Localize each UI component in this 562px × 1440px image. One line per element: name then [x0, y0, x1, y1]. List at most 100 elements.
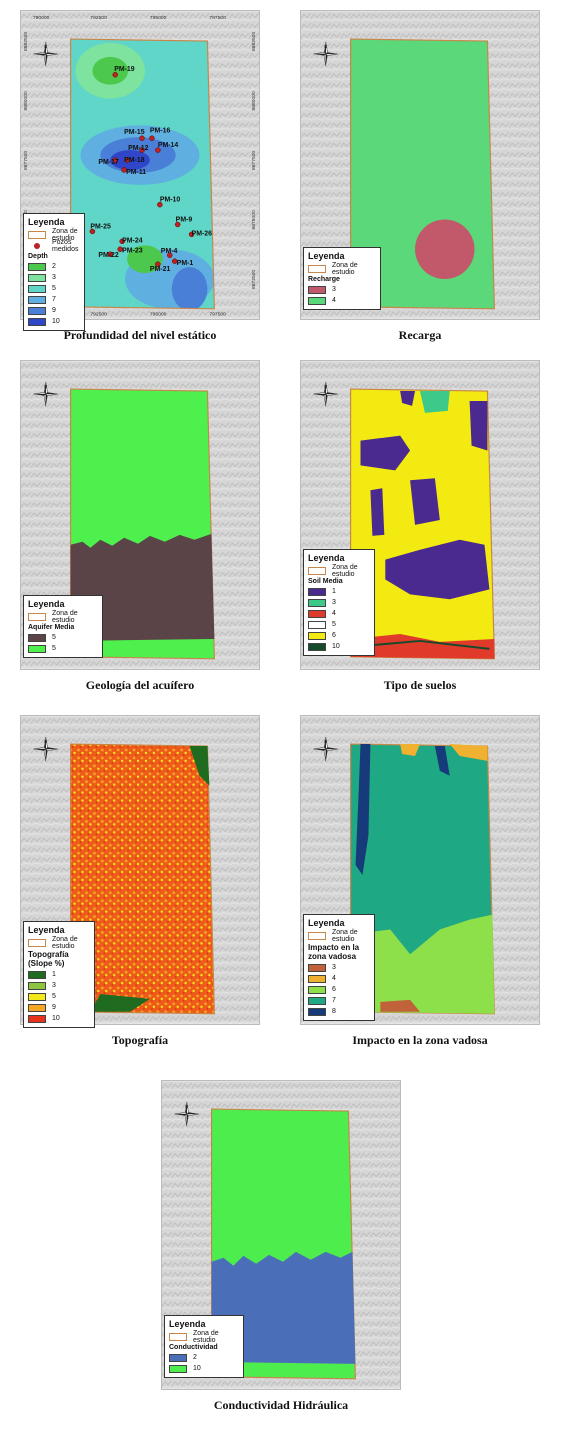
legend-title: Leyenda: [308, 918, 345, 928]
legend-item: 10: [308, 641, 370, 652]
legend-items: 1 3 5 9 10: [28, 969, 90, 1024]
legend-swatch: [28, 262, 46, 271]
legend-item-label: 5: [52, 285, 56, 292]
y-tick: 8872500: [251, 269, 257, 288]
legend-swatch: [308, 620, 326, 629]
legend-swatch: [308, 974, 326, 983]
zona-swatch: [308, 931, 326, 940]
legend-item-label: 2: [193, 1354, 197, 1361]
legend-item-label: 3: [332, 964, 336, 971]
map-legend: Leyenda Zona de estudio Conductividad 2 1…: [164, 1315, 244, 1378]
legend-zona-label: Zona de estudio: [52, 609, 78, 624]
panel-caption: Profundidad del nivel estático: [63, 328, 217, 342]
legend-item: 10: [28, 316, 80, 327]
well-label: PM-23: [122, 247, 143, 254]
legend-swatch: [308, 609, 326, 618]
legend-item-label: 7: [332, 997, 336, 1004]
map-legend: Leyenda Zona de estudio Impacto en la zo…: [303, 914, 375, 1021]
legend-item: 10: [28, 1013, 90, 1024]
legend-item-label: 1: [52, 971, 56, 978]
legend-item-label: 3: [52, 982, 56, 989]
legend-item-label: 4: [332, 975, 336, 982]
map-profundidad-svg: PM-19 PM-15 PM-16 PM-12 PM-14 PM-17 PM-1…: [21, 11, 259, 319]
legend-item-label: 6: [332, 632, 336, 639]
well-label: PM-4: [161, 248, 178, 255]
x-tick: 795000: [150, 15, 167, 21]
legend-item: 9: [28, 305, 80, 316]
legend-zona-label: Zona de estudio: [332, 261, 358, 276]
legend-item: 6: [308, 984, 370, 995]
legend-item: 2: [169, 1352, 239, 1363]
legend-title: Leyenda: [308, 553, 345, 563]
legend-swatch: [169, 1364, 187, 1373]
legend-zona-label: Zona de estudio: [193, 1329, 219, 1344]
legend-item: 5: [308, 619, 370, 630]
legend-item-label: 8: [332, 1008, 336, 1015]
legend-item-label: 10: [193, 1365, 201, 1372]
y-tick: 8880000: [251, 91, 257, 110]
well-label: PM-10: [160, 197, 181, 204]
legend-item: 5: [28, 991, 90, 1002]
map-conductividad: Leyenda Zona de estudio Conductividad 2 1…: [161, 1080, 401, 1390]
legend-items: 3 4 6 7 8: [308, 962, 370, 1017]
legend-swatch: [308, 296, 326, 305]
well-label: PM-24: [122, 237, 143, 244]
x-tick: 792500: [90, 312, 107, 318]
legend-swatch: [308, 1007, 326, 1016]
legend-item-label: 10: [52, 318, 60, 325]
legend-swatch: [308, 587, 326, 596]
well-label: PM-9: [176, 217, 193, 224]
legend-item-label: 10: [52, 1015, 60, 1022]
well-label: PM-14: [158, 142, 179, 149]
legend-title: Leyenda: [28, 599, 65, 609]
well-label: PM-18: [124, 157, 145, 164]
well-label: PM-22: [98, 252, 119, 259]
legend-swatch: [308, 963, 326, 972]
legend-row-zona: Zona de estudio: [28, 609, 98, 624]
legend-header: Soil Media: [308, 578, 343, 585]
legend-item: 2: [28, 261, 80, 272]
legend-header: Conductividad: [169, 1344, 218, 1351]
legend-swatch: [28, 981, 46, 990]
map-suelos: Leyenda Zona de estudio Soil Media 1 3 4 5 6…: [300, 360, 540, 670]
legend-row-pozos: Pozos medidos: [28, 238, 80, 253]
map-vadosa: Leyenda Zona de estudio Impacto en la zo…: [300, 715, 540, 1025]
legend-item-label: 9: [52, 1004, 56, 1011]
y-tick: 8877500: [23, 150, 29, 169]
well-label: PM-21: [150, 266, 171, 273]
legend-item: 1: [308, 586, 370, 597]
x-tick: 790000: [33, 15, 50, 21]
legend-swatch: [28, 284, 46, 293]
legend-item: 7: [28, 294, 80, 305]
zona-swatch: [169, 1332, 187, 1341]
legend-title: Leyenda: [28, 217, 65, 227]
legend-item-label: 3: [332, 286, 336, 293]
legend-swatch: [28, 317, 46, 326]
y-tick: 8882500: [251, 31, 257, 50]
legend-header: Topografía (Slope %): [28, 950, 69, 968]
legend-swatch: [28, 1014, 46, 1023]
map-topografia-svg: [21, 716, 259, 1024]
legend-item: 3: [308, 597, 370, 608]
panel-caption: Conductividad Hidráulica: [213, 1398, 349, 1412]
legend-item-label: 5: [52, 993, 56, 1000]
legend-swatch: [308, 996, 326, 1005]
legend-pozos-label: Pozos medidos: [52, 238, 79, 253]
panel-caption: Impacto en la zona vadosa: [352, 1033, 488, 1047]
legend-item-label: 5: [52, 645, 56, 652]
panel-caption: Topografía: [111, 1033, 169, 1047]
legend-items: 1 3 4 5 6 10: [308, 586, 370, 652]
map-legend: Leyenda Zona de estudio Soil Media 1 3 4 5 6…: [303, 549, 375, 656]
y-tick: 8882500: [23, 31, 29, 50]
legend-items: 2 10: [169, 1352, 239, 1374]
legend-header: Impacto en la zona vadosa: [308, 943, 360, 961]
legend-row-zona: Zona de estudio: [28, 936, 90, 950]
map-conductividad-svg: [162, 1081, 400, 1389]
legend-swatch: [28, 1003, 46, 1012]
legend-item-label: 4: [332, 297, 336, 304]
legend-zona-label: Zona de estudio: [332, 928, 358, 943]
